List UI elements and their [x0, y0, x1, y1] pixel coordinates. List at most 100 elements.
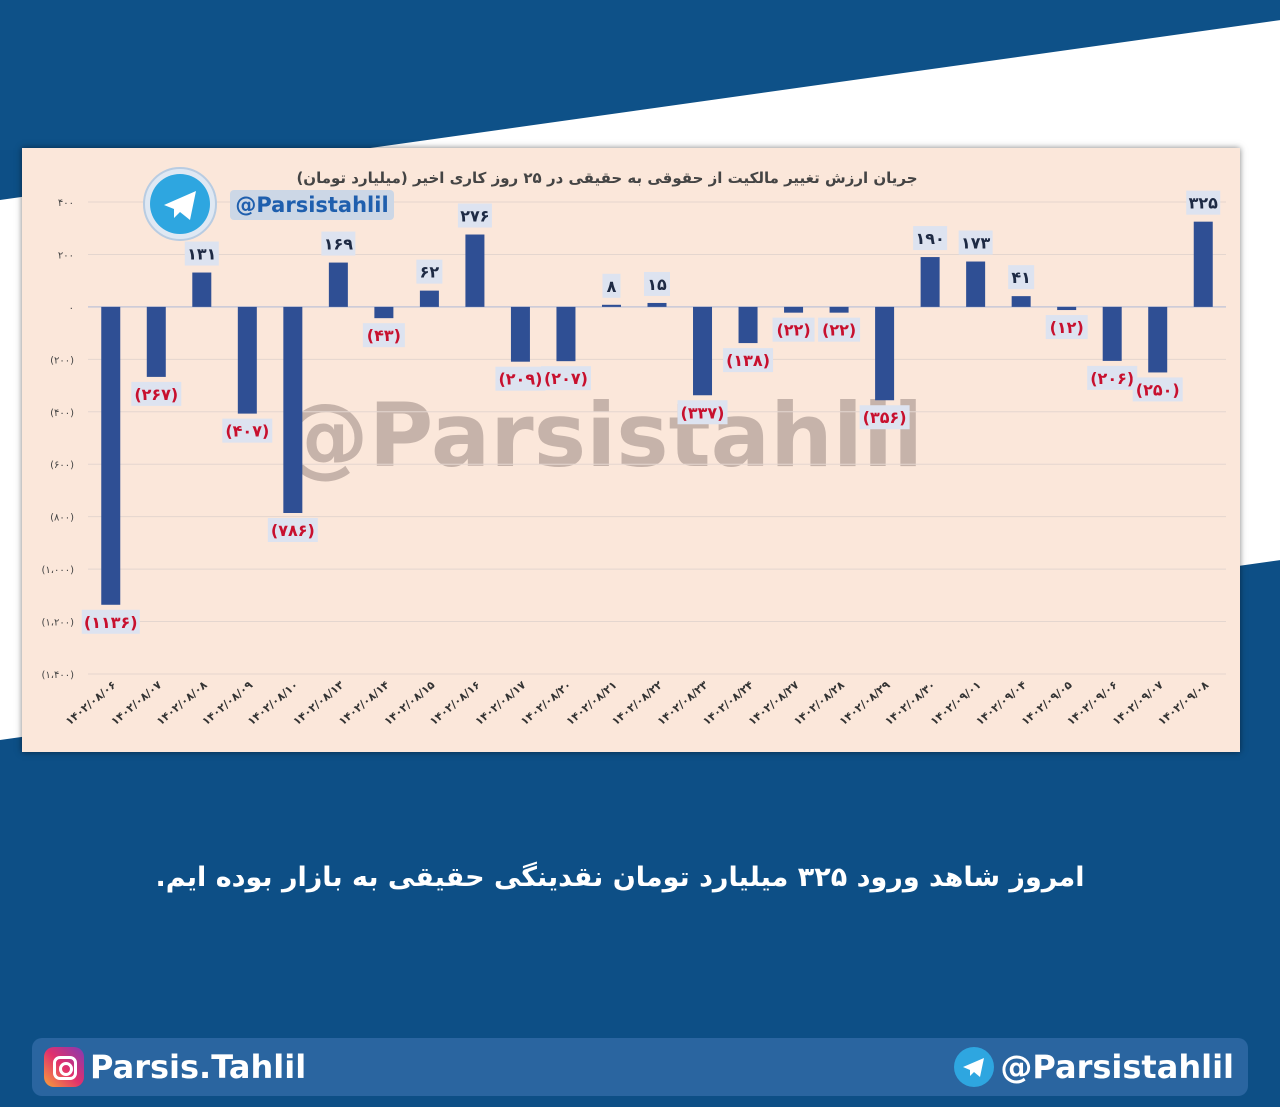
bar-chart: جریان ارزش تغییر مالکیت از حقوقی به حقیق…	[41, 167, 1226, 728]
data-label: (۷۸۶)	[271, 521, 315, 540]
y-tick-label: (۶۰۰)	[50, 460, 74, 471]
data-label: ۶۲	[420, 263, 440, 282]
telegram-handle: @Parsistahlil	[1000, 1048, 1234, 1086]
data-label: ۲۷۶	[460, 207, 489, 226]
telegram-icon	[954, 1047, 995, 1087]
bar	[1148, 306, 1168, 373]
data-label-box	[362, 323, 405, 348]
bar	[1057, 306, 1077, 311]
bar	[693, 306, 713, 396]
y-tick-label: (۱،۲۰۰)	[41, 618, 74, 629]
bar	[419, 290, 439, 307]
data-label: (۲۵۰)	[1136, 380, 1180, 399]
data-label-box	[416, 259, 443, 284]
y-tick-label: (۱،۰۰۰)	[41, 565, 74, 576]
instagram-link[interactable]: Parsis.Tahlil	[44, 1047, 312, 1087]
data-label: (۲۰۷)	[544, 369, 588, 388]
bar	[920, 257, 940, 307]
data-label-box	[818, 317, 861, 342]
data-label-box	[677, 400, 728, 425]
bar	[647, 302, 667, 307]
x-tick-label: ۱۴۰۲/۰۹/۰۸	[1156, 678, 1212, 728]
data-label: (۲۲)	[776, 321, 810, 340]
data-label: (۳۳۷)	[681, 403, 725, 422]
y-tick-label: ۰	[69, 303, 74, 314]
data-label: (۱۱۳۶)	[84, 613, 138, 632]
data-label-box	[184, 241, 219, 266]
data-label-box	[1045, 315, 1088, 340]
data-label-box	[1008, 265, 1035, 290]
bar	[510, 306, 530, 362]
data-label: (۳۵۶)	[863, 408, 907, 427]
instagram-icon	[44, 1047, 84, 1087]
data-label-box	[958, 230, 993, 255]
data-label-box	[1186, 190, 1221, 215]
data-label: (۲۰۶)	[1090, 369, 1134, 388]
data-label-box	[222, 418, 273, 443]
data-label: ۳۲۵	[1189, 194, 1219, 213]
data-label-box	[772, 317, 815, 342]
bar	[465, 234, 485, 307]
caption-text: امروز شاهد ورود ۳۲۵ میلیارد تومان نقدینگ…	[155, 862, 1085, 893]
footer-bar: Parsis.Tahlil @Parsistahlil	[32, 1038, 1248, 1096]
bar	[237, 306, 257, 414]
data-label: ۱۷۳	[961, 234, 991, 253]
data-label-box	[540, 366, 591, 391]
channel-badge: @Parsistahlil	[143, 167, 394, 241]
bar	[875, 306, 895, 401]
y-tick-label: (۲۰۰)	[50, 355, 74, 366]
bar	[966, 261, 986, 307]
data-label-box	[131, 381, 182, 406]
y-tick-label: ۲۰۰	[58, 250, 74, 261]
bar	[1011, 296, 1031, 307]
data-label: ۱۳۱	[187, 245, 216, 264]
data-label-box	[457, 203, 492, 228]
data-label: ۱۶۹	[324, 235, 354, 254]
data-label-box	[1132, 377, 1183, 402]
data-label-box	[859, 405, 910, 430]
data-label-box	[723, 348, 774, 373]
data-label: ۱۵	[647, 275, 667, 294]
bar	[283, 306, 303, 513]
channel-handle-box	[230, 190, 394, 220]
bar	[784, 306, 804, 313]
chart-title: جریان ارزش تغییر مالکیت از حقوقی به حقیق…	[296, 169, 917, 187]
bar	[1102, 306, 1122, 361]
y-tick-label: ۴۰۰	[58, 198, 74, 209]
data-label-box	[644, 271, 670, 296]
chart-card: جریان ارزش تغییر مالکیت از حقوقی به حقیق…	[22, 148, 1240, 752]
data-label: (۲۰۹)	[498, 370, 542, 389]
bar	[601, 304, 621, 307]
instagram-handle: Parsis.Tahlil	[90, 1048, 307, 1086]
data-label-box	[913, 226, 948, 251]
bar	[829, 306, 849, 313]
bar	[1193, 221, 1213, 307]
data-label: (۱۳۸)	[726, 351, 770, 370]
data-label-box	[81, 609, 140, 634]
data-label: (۲۶۷)	[134, 385, 178, 404]
data-label: (۲۲)	[822, 321, 856, 340]
bar	[738, 306, 758, 344]
bar	[374, 306, 394, 319]
data-label-box	[495, 366, 546, 391]
data-label: ۸	[607, 277, 617, 296]
watermark: @Parsistahlil	[281, 384, 923, 487]
caption: امروز شاهد ورود ۳۲۵ میلیارد تومان نقدینگ…	[0, 862, 1280, 893]
channel-handle: @Parsistahlil	[235, 193, 388, 217]
bar	[556, 306, 576, 362]
data-label-box	[1087, 365, 1138, 390]
bar	[328, 262, 348, 307]
telegram-link[interactable]: @Parsistahlil	[954, 1047, 1240, 1087]
data-label: ۱۹۰	[915, 229, 944, 248]
data-label: (۴۰۷)	[225, 422, 269, 441]
data-label: ۴۱	[1011, 268, 1031, 287]
data-label-box	[321, 231, 356, 256]
bar	[101, 306, 121, 605]
bar	[146, 306, 166, 377]
data-label-box	[267, 517, 318, 542]
y-tick-label: (۴۰۰)	[50, 408, 74, 419]
y-tick-label: (۱،۴۰۰)	[41, 670, 74, 681]
y-tick-label: (۸۰۰)	[50, 513, 74, 524]
data-label: (۴۳)	[367, 326, 401, 345]
data-label-box	[602, 273, 621, 298]
